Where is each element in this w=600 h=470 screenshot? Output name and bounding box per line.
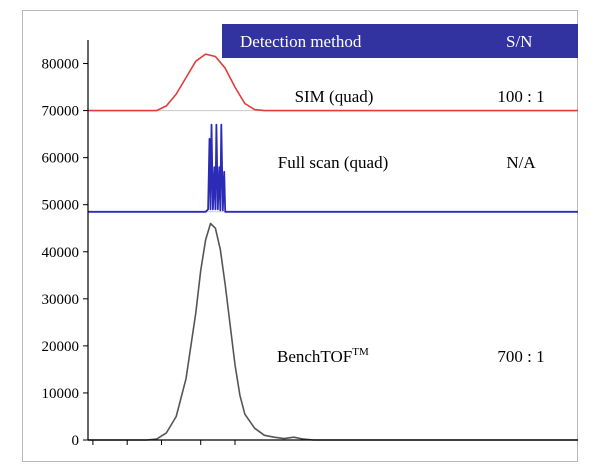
header-bar: Detection method S/N	[222, 24, 578, 58]
y-tick-label: 70000	[42, 104, 80, 120]
y-ticks: 0 10000 20000 30000 40000 50000 60000 70000 8000…	[42, 57, 88, 449]
y-tick-label: 20000	[42, 339, 80, 355]
benchtof-trademark: TM	[352, 346, 369, 358]
y-tick-label: 40000	[42, 245, 80, 261]
sn-label-benchtof: 700 : 1	[497, 347, 544, 366]
axes: 0 10000 20000 30000 40000 50000 60000 70000 8000…	[42, 40, 578, 449]
sn-label-full-scan: N/A	[506, 153, 536, 172]
y-tick-label: 10000	[42, 386, 80, 402]
sn-label-sim: 100 : 1	[497, 87, 544, 106]
header-sn-label: S/N	[506, 32, 532, 51]
method-label-benchtof: BenchTOFTM	[277, 346, 369, 366]
y-tick-label: 60000	[42, 151, 80, 167]
method-label-full-scan: Full scan (quad)	[278, 153, 388, 172]
y-tick-label: 30000	[42, 292, 80, 308]
method-label-sim: SIM (quad)	[295, 87, 374, 106]
y-tick-label: 0	[72, 433, 80, 449]
y-tick-label: 80000	[42, 57, 80, 73]
benchtof-name: BenchTOF	[277, 347, 352, 366]
method-labels: SIM (quad) 100 : 1 Full scan (quad) N/A …	[277, 87, 545, 366]
series-line-benchtof	[88, 222, 578, 441]
series-line-full-scan	[88, 123, 578, 213]
series-layer	[88, 53, 578, 441]
header-background	[222, 24, 578, 58]
y-tick-label: 50000	[42, 198, 80, 214]
series-line-sim	[88, 53, 578, 112]
chart-frame	[22, 10, 578, 462]
x-ticks	[92, 440, 236, 445]
header-method-label: Detection method	[240, 32, 362, 51]
